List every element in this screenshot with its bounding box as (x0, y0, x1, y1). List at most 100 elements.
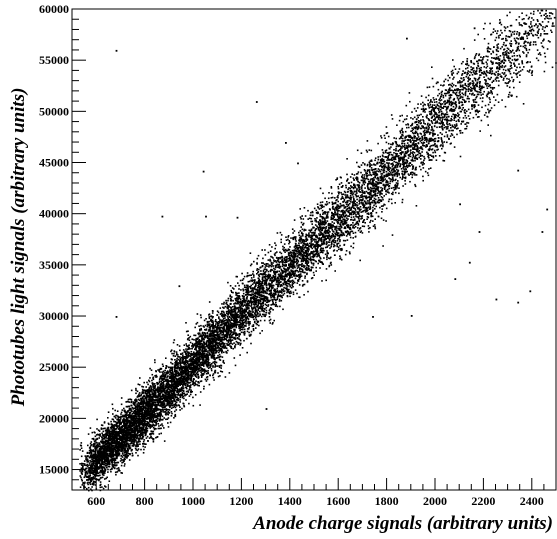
data-point (380, 190, 382, 192)
data-point (302, 222, 305, 225)
data-point (138, 416, 141, 418)
data-point (315, 250, 318, 253)
data-point (151, 403, 153, 405)
data-point (518, 63, 520, 65)
data-point (272, 262, 274, 264)
data-point (198, 333, 200, 336)
data-point (299, 216, 302, 218)
data-point (529, 41, 532, 44)
data-point (293, 230, 296, 232)
data-point (412, 151, 414, 153)
data-point (369, 182, 371, 185)
data-point (253, 260, 255, 263)
data-point (255, 322, 258, 325)
data-point (271, 295, 274, 298)
data-point (298, 249, 301, 252)
data-point (509, 30, 512, 33)
data-point (186, 383, 188, 386)
data-point (369, 162, 371, 165)
data-point (327, 257, 330, 259)
data-point (238, 297, 241, 300)
data-point (309, 236, 312, 239)
data-point (245, 318, 247, 320)
data-point (291, 276, 293, 278)
data-point (369, 179, 372, 181)
data-point (318, 219, 321, 222)
data-point (431, 139, 433, 142)
data-point (162, 372, 164, 374)
data-point (464, 93, 467, 95)
data-point (222, 306, 224, 309)
data-point (112, 431, 114, 433)
data-point (289, 241, 291, 243)
data-point (453, 117, 455, 119)
data-point (395, 182, 398, 184)
y-tick-label: 35000 (39, 258, 69, 272)
data-point (358, 213, 360, 215)
data-point (252, 328, 255, 330)
data-point (265, 284, 268, 287)
data-point (165, 357, 167, 359)
data-point (528, 48, 531, 51)
data-point (351, 173, 353, 175)
data-point (434, 142, 436, 145)
data-point (497, 74, 499, 77)
data-point (433, 104, 436, 106)
data-point (481, 62, 483, 65)
data-point (334, 232, 336, 235)
data-point (281, 289, 283, 292)
data-point (364, 207, 366, 209)
data-point (265, 270, 267, 273)
data-point (220, 347, 223, 350)
data-point (206, 340, 208, 342)
data-point (171, 370, 174, 373)
data-point (298, 264, 300, 267)
data-point (113, 440, 116, 443)
data-point (291, 265, 293, 268)
data-point (486, 87, 489, 89)
data-point (409, 145, 411, 148)
data-point (215, 343, 218, 346)
data-point (339, 202, 342, 205)
data-point (208, 383, 211, 386)
data-point (310, 239, 312, 241)
data-point (196, 313, 199, 315)
data-point (233, 303, 235, 305)
data-point (99, 474, 101, 477)
data-point (247, 274, 249, 277)
data-point (324, 203, 327, 206)
data-point (136, 421, 138, 423)
data-point (112, 453, 115, 456)
data-point (504, 65, 507, 67)
data-point (274, 254, 276, 257)
data-point (167, 371, 170, 373)
data-point (334, 206, 337, 209)
data-point (197, 361, 199, 364)
data-point (220, 324, 222, 326)
data-point (367, 227, 370, 230)
data-point (212, 344, 214, 346)
data-point (325, 241, 328, 243)
data-point (440, 105, 442, 108)
data-point (516, 76, 518, 78)
data-point (267, 274, 269, 277)
data-point (320, 237, 323, 239)
data-point (222, 314, 224, 316)
data-point (462, 79, 465, 82)
data-point (287, 254, 290, 256)
data-point (324, 230, 326, 232)
data-point (199, 328, 201, 331)
data-point (536, 19, 539, 21)
data-point (312, 253, 314, 255)
data-point (301, 250, 303, 253)
data-point (225, 299, 227, 302)
data-point (99, 433, 101, 435)
data-point (118, 424, 121, 427)
data-point (524, 46, 526, 49)
data-point (387, 135, 390, 138)
data-point (202, 334, 205, 337)
data-point (131, 445, 134, 447)
data-point (381, 149, 384, 151)
data-point (503, 72, 506, 74)
data-point (440, 84, 442, 86)
